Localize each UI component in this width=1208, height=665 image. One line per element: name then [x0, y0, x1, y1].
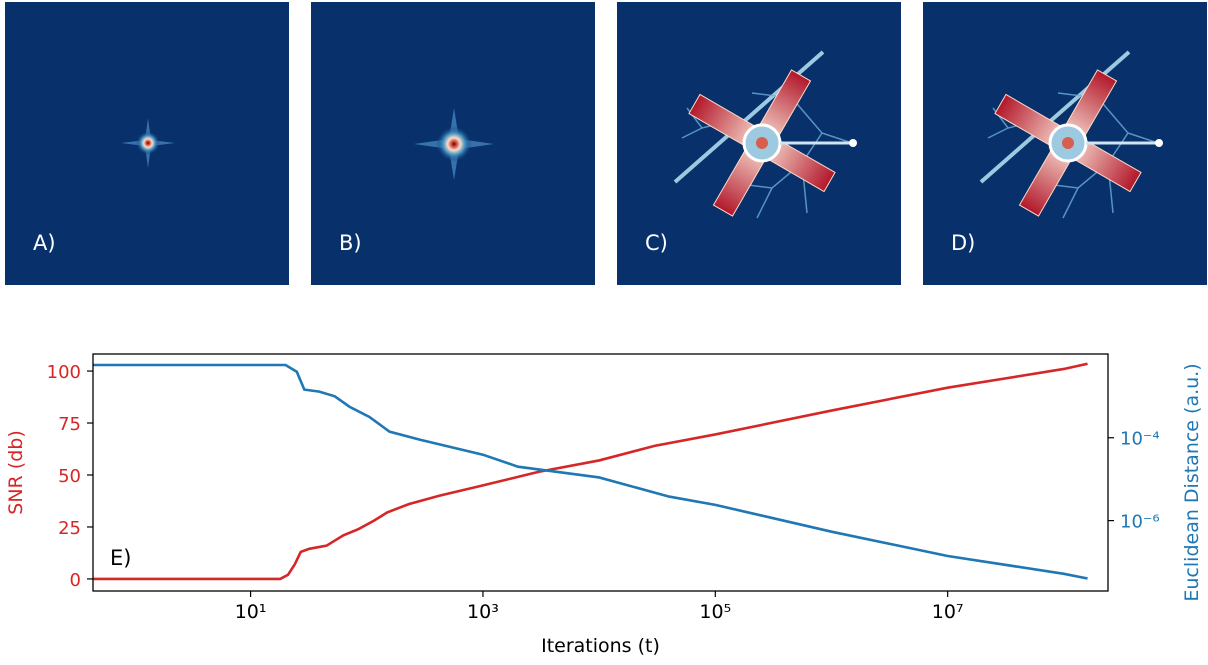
series-line	[93, 364, 1088, 579]
panel-b: B)	[311, 2, 595, 285]
y2-axis-label: Euclidean Distance (a.u.)	[1181, 363, 1203, 601]
panel-label: B)	[339, 231, 362, 255]
x-tick-label: 10⁵	[699, 601, 731, 623]
panel-label: D)	[951, 231, 975, 255]
x-tick-label: 10³	[467, 601, 499, 623]
page: {"panels": [{"label": "A)"}, {"label": "…	[0, 0, 1208, 665]
x-tick-label: 10⁷	[932, 601, 964, 623]
series-line	[93, 365, 1088, 579]
plot-frame	[93, 354, 1108, 591]
y-tick-label: 100	[47, 362, 81, 383]
x-axis-label: Iterations (t)	[541, 635, 660, 657]
y2-tick-label: 10⁻⁶	[1120, 512, 1160, 533]
figure: A) B) C)	[0, 0, 1208, 661]
panel-label: C)	[645, 231, 668, 255]
annotation: E)	[110, 546, 131, 570]
x-tick-label: 10¹	[235, 601, 267, 623]
y2-tick-label: 10⁻⁴	[1120, 429, 1160, 450]
panel-label: A)	[33, 231, 56, 255]
panel-c: C)	[617, 2, 901, 285]
panel-d: D)	[923, 2, 1207, 285]
y-axis-label: SNR (db)	[5, 430, 27, 514]
panel-a: A)	[5, 2, 289, 285]
line-chart: 10¹ 10³ 10⁵ 10⁷ 0 25 50 75 100 10⁻⁴ 10⁻⁶ Iterations…	[5, 354, 1203, 657]
y-tick-label: 50	[58, 466, 81, 487]
y-tick-label: 25	[58, 518, 81, 539]
y-tick-label: 0	[70, 570, 81, 591]
y-tick-label: 75	[58, 414, 81, 435]
